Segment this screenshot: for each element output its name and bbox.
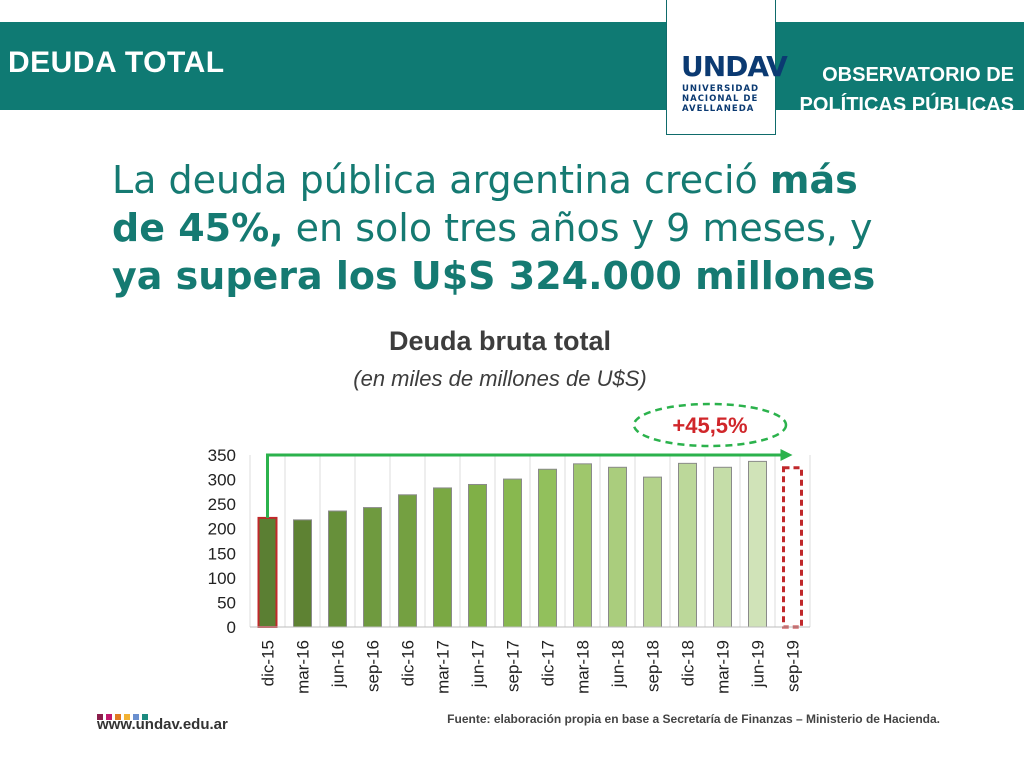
brand-dot bbox=[133, 714, 139, 720]
y-tick-label: 300 bbox=[208, 471, 236, 490]
bar-sep-18 bbox=[643, 476, 662, 628]
x-tick-label: mar-19 bbox=[714, 640, 733, 694]
logo-text: UNIVERSIDAD NACIONAL DE AVELLANEDA bbox=[682, 84, 759, 114]
undav-logo[interactable]: UNDAV UNIVERSIDAD NACIONAL DE AVELLANEDA bbox=[666, 0, 788, 135]
brand-dot bbox=[97, 714, 103, 720]
bar-dic-16 bbox=[398, 494, 417, 628]
growth-arrow bbox=[266, 453, 783, 518]
x-tick-label: mar-17 bbox=[434, 640, 453, 694]
x-tick-label: sep-17 bbox=[504, 640, 523, 692]
bar-mar-19 bbox=[713, 466, 732, 628]
bar-jun-18 bbox=[608, 466, 627, 628]
logo-line-1: UNIVERSIDAD bbox=[682, 84, 760, 94]
bar-sep-17 bbox=[503, 478, 522, 628]
x-tick-label: mar-18 bbox=[574, 640, 593, 694]
brand-dot bbox=[106, 714, 112, 720]
arrow-head-icon bbox=[780, 449, 793, 461]
x-tick-label: dic-15 bbox=[259, 640, 278, 686]
bar-dic-18 bbox=[678, 462, 697, 628]
x-tick-label: sep-18 bbox=[644, 640, 663, 692]
x-tick-label: jun-17 bbox=[469, 640, 488, 688]
x-tick-label: jun-18 bbox=[609, 640, 628, 688]
headline-bold-2: ya supera los U$S 324.000 millones bbox=[112, 254, 876, 298]
bar-jun-16 bbox=[328, 510, 347, 628]
page-title: DEUDA TOTAL bbox=[8, 46, 225, 79]
x-tick-label: sep-16 bbox=[364, 640, 383, 692]
website-link[interactable]: www.undav.edu.ar bbox=[97, 716, 228, 733]
y-tick-label: 350 bbox=[208, 446, 236, 465]
header-banner: DEUDA TOTAL OBSERVATORIO DE POLÍTICAS PÚ… bbox=[0, 22, 1024, 116]
observatory-label: OBSERVATORIO DE POLÍTICAS PÚBLICAS bbox=[800, 60, 1014, 120]
headline-text-1: La deuda pública argentina creció bbox=[112, 158, 770, 202]
bar-mar-16 bbox=[293, 519, 312, 628]
x-tick-label: sep-19 bbox=[784, 640, 803, 692]
headline-text-2: en solo tres años y 9 meses, y bbox=[283, 206, 873, 250]
annotation-ellipse bbox=[632, 402, 788, 448]
x-tick-label: dic-17 bbox=[539, 640, 558, 686]
observatory-line-1: OBSERVATORIO DE bbox=[822, 64, 1014, 86]
logo-line-2: NACIONAL DE bbox=[682, 94, 759, 104]
brand-dot bbox=[142, 714, 148, 720]
growth-annotation: +45,5% bbox=[672, 413, 747, 438]
headline: La deuda pública argentina creció más de… bbox=[112, 156, 912, 300]
bar-jun-19 bbox=[748, 460, 767, 628]
x-tick-label: mar-16 bbox=[294, 640, 313, 694]
logo-mark: UNDAV bbox=[681, 50, 788, 83]
bar-mar-18 bbox=[573, 463, 592, 628]
y-tick-label: 250 bbox=[208, 495, 236, 514]
bar-dic-15 bbox=[257, 516, 278, 628]
bar-sep-16 bbox=[363, 507, 382, 628]
brand-dot bbox=[115, 714, 121, 720]
observatory-line-2: POLÍTICAS PÚBLICAS bbox=[799, 94, 1014, 116]
chart-title: Deuda bruta total bbox=[388, 326, 611, 356]
x-tick-label: dic-18 bbox=[679, 640, 698, 686]
bar-mar-17 bbox=[433, 487, 452, 628]
y-tick-label: 100 bbox=[208, 569, 236, 588]
y-tick-label: 50 bbox=[217, 593, 236, 612]
logo-line-3: AVELLANEDA bbox=[682, 104, 755, 114]
brand-dot bbox=[124, 714, 130, 720]
source-note: Fuente: elaboración propia en base a Sec… bbox=[447, 712, 940, 726]
brand-color-dots bbox=[97, 707, 151, 725]
x-tick-label: dic-16 bbox=[399, 640, 418, 686]
x-tick-label: jun-19 bbox=[749, 640, 768, 688]
y-tick-label: 0 bbox=[227, 618, 236, 637]
chart-subtitle: (en miles de millones de U$S) bbox=[353, 366, 647, 391]
bar-dic-17 bbox=[538, 468, 557, 628]
y-tick-label: 150 bbox=[208, 544, 236, 563]
y-tick-label: 200 bbox=[208, 520, 236, 539]
headline-bold-1: más de 45%, bbox=[112, 158, 858, 250]
x-tick-label: jun-16 bbox=[329, 640, 348, 688]
bar-jun-17 bbox=[468, 483, 487, 628]
bar-sep-19 bbox=[782, 466, 803, 629]
